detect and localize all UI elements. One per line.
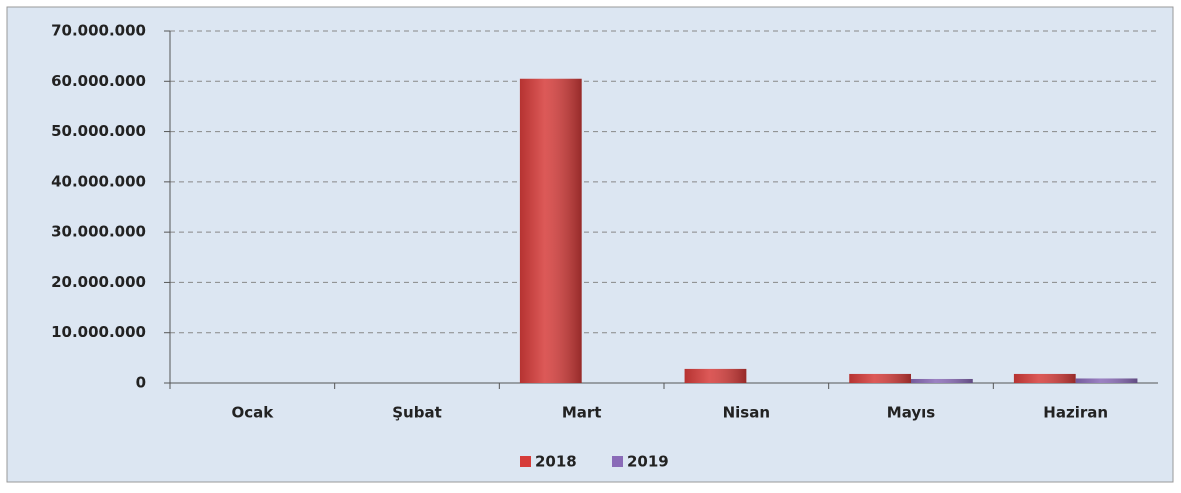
bar-shade [684,368,747,383]
bar-shade [519,78,582,384]
legend-swatch [520,456,531,467]
legend-label: 2018 [535,453,577,471]
bar-shade [849,373,911,383]
plot-background [6,6,1174,483]
legend-label: 2019 [627,453,669,471]
y-tick-label: 40.000.000 [51,172,146,190]
bar-shade [1013,373,1076,383]
y-tick-label: 60.000.000 [51,72,146,90]
x-tick-label: Şubat [392,404,442,422]
y-tick-label: 10.000.000 [51,323,146,341]
x-tick-label: Haziran [1043,404,1108,422]
y-tick-label: 30.000.000 [51,223,146,241]
y-tick-label: 20.000.000 [51,273,146,291]
y-tick-label: 70.000.000 [51,22,146,40]
x-tick-label: Mayıs [887,404,936,422]
x-tick-label: Mart [562,404,602,422]
y-tick-label: 50.000.000 [51,122,146,140]
x-tick-label: Nisan [723,404,770,422]
y-tick-label: 0 [136,374,146,392]
legend-swatch [612,456,623,467]
bar-shade [911,378,973,383]
x-tick-label: Ocak [231,404,274,422]
bar-shade [1075,378,1138,383]
